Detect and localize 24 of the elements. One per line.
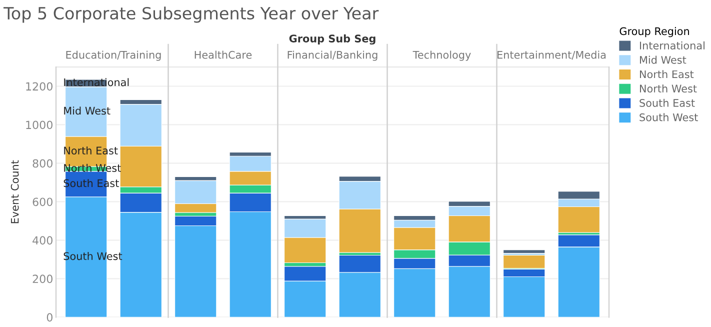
legend-label: North East [640, 70, 694, 78]
text: Mid West [64, 106, 110, 115]
text: HealthCare [194, 50, 252, 59]
legend-label: South East [640, 98, 695, 107]
y-tick-label: 400 [32, 236, 52, 245]
legend-label: Mid West [640, 56, 686, 64]
legend-label: International [640, 41, 704, 50]
text: Financial/Banking [288, 50, 378, 61]
chart-title: Top 5 Corporate Subsegments Year over Year [4, 6, 379, 23]
text: Entertainment/Media [498, 50, 606, 60]
text: Technology [412, 50, 471, 61]
text: Group Sub Seg [289, 34, 376, 45]
bar [503, 250, 546, 254]
legend-title: Group Region [620, 27, 689, 38]
y-tick-label: 0 [46, 313, 52, 322]
y-tick-label: 600 [32, 198, 52, 206]
y-tick-label: 1000 [26, 120, 52, 130]
legend-label: North West [640, 84, 697, 93]
legend-label: South West [640, 113, 698, 122]
y-tick-label: 200 [32, 274, 52, 284]
y-axis-title: Event Count [10, 160, 19, 224]
y-tick-label: 1200 [26, 82, 52, 91]
y-tick-label: 800 [32, 159, 52, 168]
text: Education/Training [66, 50, 161, 61]
